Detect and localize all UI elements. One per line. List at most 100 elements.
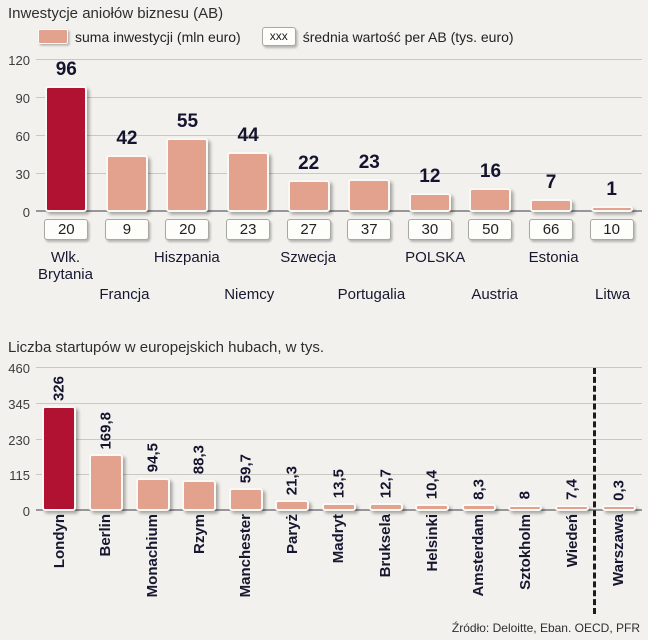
- bar-value-label: 21,3: [283, 466, 301, 496]
- bar-column: 7: [521, 60, 582, 212]
- bar-value-label: 1: [606, 179, 617, 201]
- category-label-cell: Sztokholm: [502, 514, 549, 620]
- legend-label-avg: średnia wartość per AB (tys. euro): [302, 28, 514, 45]
- category-label: Wiedeń: [563, 514, 581, 568]
- top-chart-plot-area: 0 30 60 90 120 96 42 55 44 22 23 12 16 7 1: [8, 53, 642, 220]
- y-tick-label: 230: [8, 432, 30, 448]
- gridline: [36, 367, 642, 368]
- bar-francja: [105, 154, 148, 212]
- y-tick-label: 0: [22, 205, 30, 220]
- bar-estonia: [530, 199, 573, 212]
- bar-monachium: [135, 477, 170, 511]
- category-label: Portugalia: [337, 286, 406, 303]
- bar-wiedeń: [555, 504, 589, 511]
- category-label-cell: Berlin: [83, 514, 130, 620]
- y-tick-label: 60: [15, 129, 30, 144]
- gridline: [36, 438, 642, 440]
- bar-value-label: 59,7: [237, 454, 255, 484]
- y-tick-label: 120: [8, 53, 30, 68]
- category-label-cell: Wiedeń: [549, 514, 596, 620]
- category-label: Manchester: [237, 514, 255, 598]
- gridline: [36, 173, 642, 174]
- y-tick-label: 0: [22, 504, 30, 519]
- category-label: Amsterdam: [470, 514, 488, 597]
- bar-column: 44: [218, 60, 279, 212]
- category-label-cell: Rzym: [176, 514, 223, 620]
- bar-column: 10,4: [409, 368, 456, 511]
- bottom-chart-category-labels: Londyn Berlin Monachium Rzym Manchester Paryż…: [36, 514, 642, 620]
- bar-column: 12: [400, 60, 461, 212]
- category-label: Rzym: [190, 514, 208, 555]
- bar-value-label: 44: [237, 125, 259, 147]
- bar-value-label: 13,5: [330, 468, 348, 498]
- category-label: Litwa: [595, 286, 631, 303]
- bar-column: 21,3: [269, 368, 316, 511]
- legend-bar-swatch: [38, 29, 68, 44]
- bar-value-label: 16: [479, 160, 502, 182]
- category-label: Sztokholm: [516, 514, 534, 590]
- avg-cell: 20: [157, 219, 218, 240]
- category-label: Paryż: [283, 514, 301, 555]
- bar-value-label: 12: [419, 165, 441, 187]
- category-label: Helsinki: [423, 514, 441, 572]
- bar-column: 326: [36, 368, 83, 511]
- category-label: Austria: [471, 286, 519, 303]
- category-label: Warszawa: [610, 514, 628, 586]
- category-label-cell: Bruksela: [362, 514, 409, 620]
- bar-column: 55: [157, 60, 218, 212]
- bottom-chart-plot-area: 0 115 230 345 460 326 169,8 94,5 88,3 59,7 21,3 13,…: [8, 361, 642, 519]
- y-tick-label: 345: [8, 396, 30, 412]
- bar-column: 8,3: [455, 368, 502, 511]
- bar-column: 12,7: [362, 368, 409, 511]
- bar-value-label: 55: [176, 111, 199, 133]
- category-label: Francja: [99, 286, 150, 303]
- y-tick-label: 30: [15, 167, 30, 182]
- avg-per-ab-box: 37: [347, 219, 392, 240]
- avg-cell: 23: [218, 219, 279, 240]
- source-note: Źródło: Deloitte, Eban. OECD, PFR: [451, 621, 640, 635]
- category-label: POLSKA: [405, 249, 466, 266]
- gridline: [36, 402, 642, 404]
- bar-column: 23: [339, 60, 400, 212]
- bottom-chart-title: Liczba startupów w europejskich hubach, …: [8, 339, 324, 356]
- gridline: [36, 59, 642, 60]
- avg-cell: 50: [460, 219, 521, 240]
- bar-column: 22: [278, 60, 339, 212]
- y-tick-label: 115: [9, 468, 30, 484]
- category-label-cell: Helsinki: [409, 514, 456, 620]
- category-label: Berlin: [97, 514, 115, 557]
- warszawa-separator-dashed-line: [593, 368, 597, 614]
- bar-column: 96: [36, 59, 97, 212]
- avg-per-ab-row: 20 9 20 23 27 37 30 50 66 10: [36, 219, 642, 240]
- bar-value-label: 7,4: [563, 478, 581, 500]
- bar-columns: 326 169,8 94,5 88,3 59,7 21,3 13,5 12,7 10,4 8,3 8…: [36, 368, 642, 511]
- bar-szwecja: [287, 180, 330, 212]
- bar-litwa: [590, 206, 633, 212]
- bar-sztokholm: [508, 504, 543, 511]
- bar-columns: 96 42 55 44 22 23 12 16 7 1: [36, 59, 642, 212]
- bar-paryż: [275, 500, 310, 511]
- avg-cell: 66: [521, 219, 582, 240]
- legend: suma inwestycji (mln euro) xxx średnia w…: [38, 27, 514, 46]
- bar-value-label: 326: [50, 375, 68, 401]
- avg-per-ab-box: 10: [589, 219, 634, 240]
- category-label: Wlk. Brytania: [37, 249, 93, 283]
- avg-cell: 30: [400, 219, 461, 240]
- bar-column: 8: [502, 368, 549, 511]
- bar-amsterdam: [461, 504, 496, 511]
- category-label: Szwecja: [280, 249, 337, 266]
- category-label: Madryt: [330, 514, 348, 564]
- bar-value-label: 169,8: [97, 411, 115, 450]
- avg-per-ab-box: 30: [407, 219, 452, 240]
- bar-value-label: 7: [545, 172, 557, 194]
- bar-value-label: 23: [358, 151, 380, 173]
- bar-column: 16: [460, 60, 521, 212]
- category-label-cell: Madryt: [316, 514, 363, 620]
- avg-cell: 37: [339, 219, 400, 240]
- gridline: [36, 135, 642, 136]
- category-label-cell: Monachium: [129, 514, 176, 620]
- y-tick-label: 460: [8, 361, 30, 376]
- avg-per-ab-box: 20: [44, 219, 89, 240]
- bar-column: 88,3: [176, 368, 223, 511]
- bar-manchester: [228, 488, 263, 511]
